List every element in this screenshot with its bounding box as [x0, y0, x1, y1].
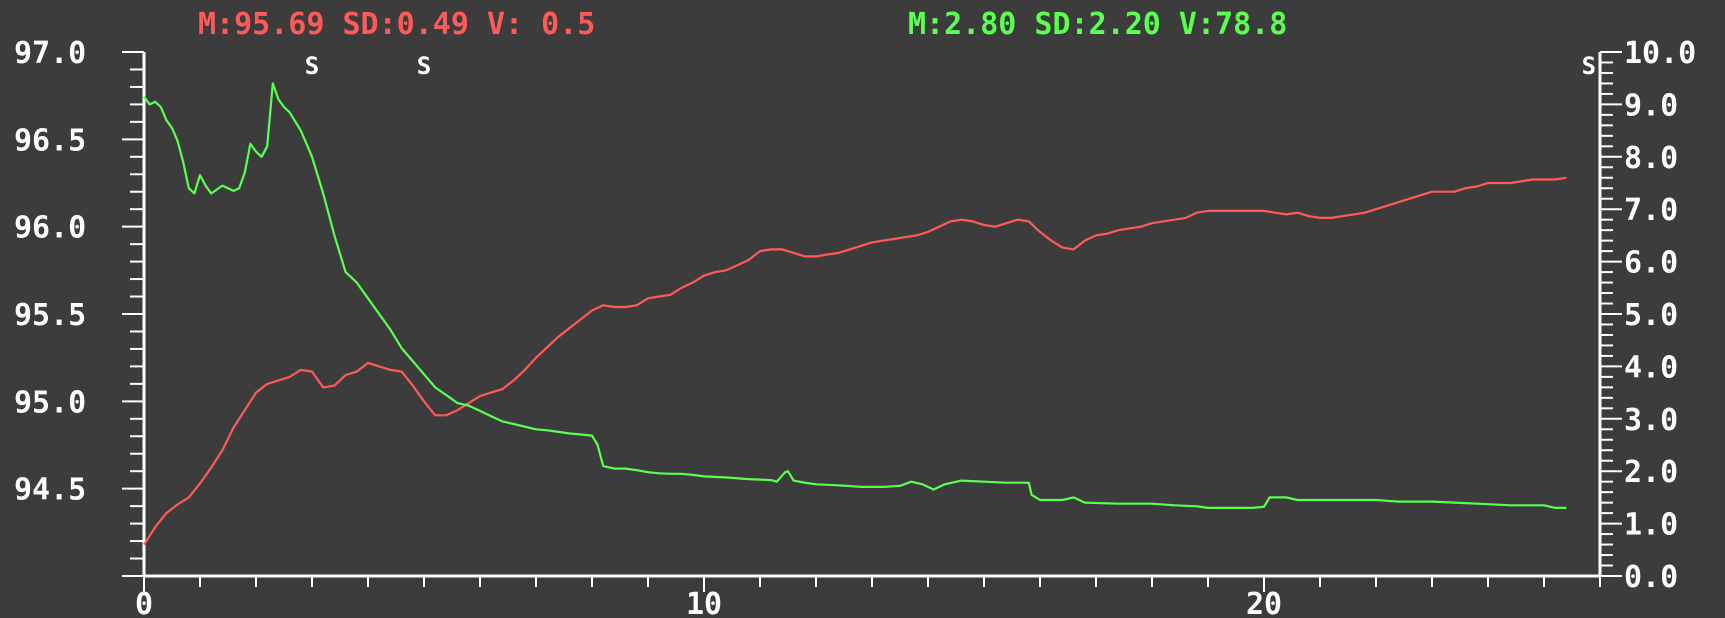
- s-marker: S: [417, 52, 431, 80]
- x-tick-label: 20: [1246, 587, 1282, 618]
- right-y-tick-label: 9.0: [1624, 88, 1678, 123]
- right-y-tick-label: 0.0: [1624, 560, 1678, 595]
- right-y-tick-label: 8.0: [1624, 141, 1678, 176]
- left-y-tick-label: 95.5: [14, 298, 86, 333]
- left-y-tick-label: 96.5: [14, 123, 86, 158]
- green-series-line: [143, 82, 1567, 509]
- right-y-tick-label: 5.0: [1624, 298, 1678, 333]
- right-y-tick-label: 6.0: [1624, 246, 1678, 281]
- left-y-tick-label: 95.0: [14, 385, 86, 420]
- right-y-tick-label: 10.0: [1624, 36, 1696, 71]
- tick-marks: [122, 51, 1622, 592]
- series-lines: [143, 82, 1567, 546]
- s-marker: S: [1582, 52, 1596, 80]
- red-series-line: [143, 176, 1567, 546]
- left-y-tick-label: 97.0: [14, 36, 86, 71]
- right-y-tick-label: 7.0: [1624, 193, 1678, 228]
- s-marker: S: [305, 52, 319, 80]
- axes: [142, 52, 1602, 578]
- left-y-tick-label: 94.5: [14, 473, 86, 508]
- right-y-tick-label: 2.0: [1624, 455, 1678, 490]
- right-y-tick-label: 1.0: [1624, 508, 1678, 543]
- right-y-tick-label: 3.0: [1624, 403, 1678, 438]
- left-series-stats: M:95.69 SD:0.49 V: 0.5: [198, 7, 595, 42]
- x-tick-label: 0: [135, 587, 153, 618]
- right-series-stats: M:2.80 SD:2.20 V:78.8: [908, 7, 1287, 42]
- left-y-tick-label: 96.0: [14, 211, 86, 246]
- x-tick-label: 10: [686, 587, 722, 618]
- tick-labels: 94.5 95.0 95.5 96.0 96.5 97.0 0.0 1.0 2.0 3.0 4.0 5…: [14, 36, 1696, 618]
- right-y-tick-label: 4.0: [1624, 350, 1678, 385]
